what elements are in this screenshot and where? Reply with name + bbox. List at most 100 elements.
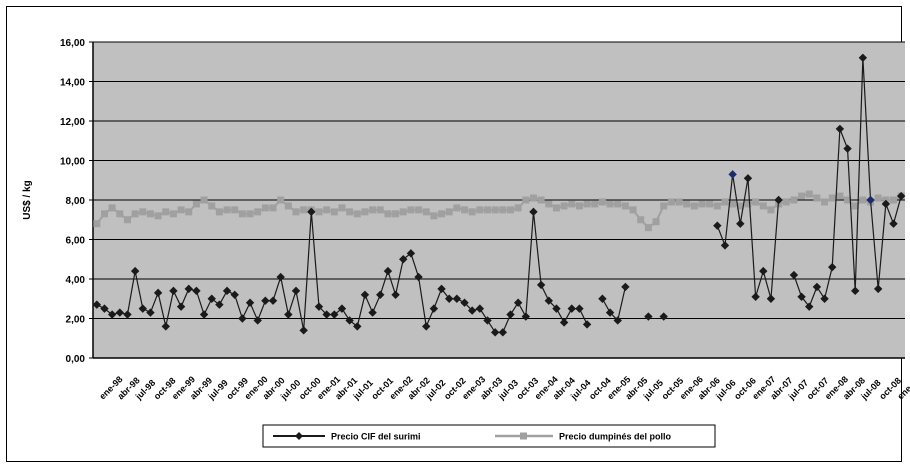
data-point-pollo — [139, 208, 147, 216]
data-point-pollo — [874, 194, 882, 202]
data-point-surimi — [169, 286, 178, 296]
y-axis-label: US$ / kg — [22, 180, 33, 219]
data-point-surimi — [199, 310, 209, 319]
data-point-surimi — [406, 249, 416, 258]
x-axis-ticks: ene-98abr-98jul-98oct-98ene-99abr-99jul-… — [97, 374, 910, 402]
data-point-pollo — [162, 208, 170, 216]
data-point-surimi — [843, 144, 852, 153]
data-point-surimi — [337, 304, 347, 313]
data-point-surimi — [414, 272, 423, 282]
data-point-pollo — [606, 200, 614, 208]
data-point-surimi — [353, 322, 362, 331]
data-point-pollo — [215, 208, 223, 216]
data-point-surimi — [322, 310, 331, 319]
data-point-surimi — [529, 207, 538, 217]
data-point-pollo — [346, 208, 354, 216]
data-point-pollo — [261, 204, 269, 212]
data-point-pollo — [238, 210, 246, 218]
data-point-pollo — [805, 190, 813, 198]
data-point-pollo — [192, 200, 200, 208]
data-point-surimi — [452, 294, 462, 303]
data-point-surimi — [805, 302, 814, 311]
y-tick-label: 14,00 — [60, 78, 85, 89]
data-point-pollo — [154, 212, 162, 220]
data-point-surimi — [215, 300, 224, 309]
data-point-surimi — [582, 320, 592, 329]
data-point-surimi — [376, 290, 385, 299]
data-point-surimi — [536, 280, 546, 290]
data-point-surimi — [567, 304, 576, 313]
data-point-pollo — [644, 224, 652, 232]
data-point-pollo — [399, 208, 407, 216]
data-point-surimi — [498, 328, 508, 337]
data-point-pollo — [721, 198, 729, 206]
data-point-surimi — [123, 310, 132, 319]
data-point-surimi — [360, 290, 370, 299]
data-point-pollo — [545, 200, 553, 208]
data-point-pollo — [108, 204, 116, 212]
data-point-pollo — [468, 208, 476, 216]
data-point-pollo — [675, 198, 683, 206]
data-point-surimi — [613, 316, 622, 325]
data-point-pollo — [836, 192, 844, 200]
data-point-pollo — [292, 208, 300, 216]
data-point-pollo — [660, 202, 668, 210]
data-point-surimi — [797, 292, 806, 301]
gridlines — [89, 41, 905, 359]
data-point-pollo — [231, 206, 239, 214]
data-point-surimi — [153, 288, 163, 298]
data-point-pollo — [476, 206, 484, 214]
data-point-surimi — [284, 310, 293, 319]
data-point-pollo — [782, 198, 790, 206]
data-point-pollo — [499, 206, 507, 214]
data-point-surimi — [812, 282, 822, 292]
data-point-surimi — [238, 314, 247, 323]
data-point-pollo — [683, 200, 691, 208]
data-point-pollo — [123, 216, 131, 224]
data-point-pollo — [453, 204, 461, 212]
data-point-pollo — [652, 218, 660, 226]
legend-label-pollo: Precio dumpinés del pollo — [559, 432, 672, 442]
data-point-surimi — [261, 296, 270, 305]
data-point-surimi — [513, 298, 523, 307]
data-point-pollo — [598, 198, 606, 206]
data-point-pollo — [369, 206, 377, 214]
data-point-pollo — [277, 196, 285, 204]
data-point-surimi — [835, 124, 845, 134]
data-point-pollo — [614, 200, 622, 208]
data-point-pollo — [269, 204, 277, 212]
data-point-pollo — [591, 200, 599, 208]
data-point-pollo — [338, 204, 346, 212]
series-layer — [92, 53, 906, 337]
data-point-pollo — [169, 210, 177, 218]
data-point-surimi — [873, 284, 883, 294]
data-point-surimi — [467, 306, 477, 315]
data-point-surimi — [138, 304, 147, 313]
data-point-surimi — [330, 310, 339, 319]
data-point-pollo — [514, 204, 522, 212]
data-point-pollo — [851, 202, 859, 210]
data-point-pollo — [713, 202, 721, 210]
data-point-pollo — [583, 200, 591, 208]
data-point-pollo — [621, 202, 629, 210]
data-point-surimi — [728, 170, 737, 179]
data-point-pollo — [890, 196, 898, 204]
data-point-pollo — [422, 208, 430, 216]
data-point-surimi — [544, 296, 553, 305]
data-point-pollo — [637, 216, 645, 224]
data-point-surimi — [460, 298, 469, 307]
series-line-pollo — [96, 193, 902, 229]
y-tick-label: 12,00 — [60, 117, 85, 128]
data-point-pollo — [445, 208, 453, 216]
data-point-surimi — [391, 290, 400, 299]
data-point-pollo — [736, 202, 744, 210]
data-point-surimi — [896, 191, 906, 201]
data-point-pollo — [131, 210, 139, 218]
y-tick-label: 2,00 — [66, 315, 86, 326]
data-point-surimi — [399, 255, 408, 264]
data-point-pollo — [828, 194, 836, 202]
data-point-surimi — [299, 326, 308, 335]
data-point-pollo — [690, 202, 698, 210]
legend-box — [262, 424, 716, 448]
